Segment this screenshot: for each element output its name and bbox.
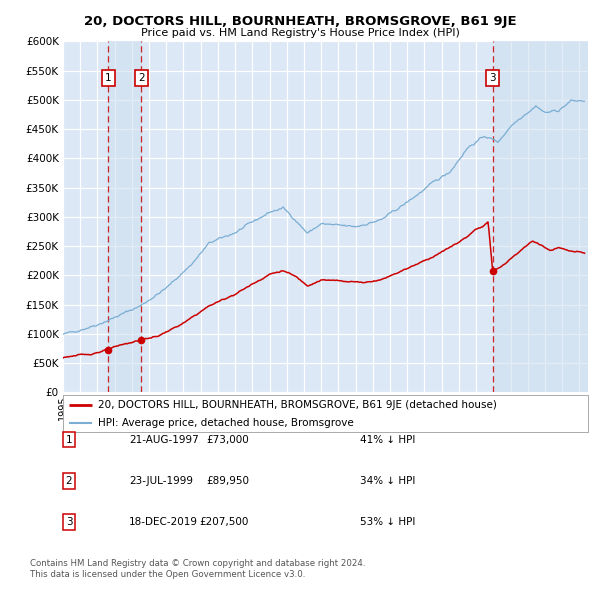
Bar — [493, 41, 588, 392]
Text: £207,500: £207,500 — [200, 517, 249, 527]
Text: 18-DEC-2019: 18-DEC-2019 — [129, 517, 198, 527]
Text: 34% ↓ HPI: 34% ↓ HPI — [360, 476, 415, 486]
Text: Price paid vs. HM Land Registry's House Price Index (HPI): Price paid vs. HM Land Registry's House … — [140, 28, 460, 38]
Text: Contains HM Land Registry data © Crown copyright and database right 2024.: Contains HM Land Registry data © Crown c… — [30, 559, 365, 568]
Text: £73,000: £73,000 — [206, 435, 249, 444]
Text: 3: 3 — [65, 517, 73, 527]
Text: 21-AUG-1997: 21-AUG-1997 — [129, 435, 199, 444]
Text: 20, DOCTORS HILL, BOURNHEATH, BROMSGROVE, B61 9JE: 20, DOCTORS HILL, BOURNHEATH, BROMSGROVE… — [83, 15, 517, 28]
Text: HPI: Average price, detached house, Bromsgrove: HPI: Average price, detached house, Brom… — [98, 418, 354, 428]
Text: 2: 2 — [138, 73, 145, 83]
Text: 53% ↓ HPI: 53% ↓ HPI — [360, 517, 415, 527]
Text: 1: 1 — [105, 73, 112, 83]
Text: 2: 2 — [65, 476, 73, 486]
Text: £89,950: £89,950 — [206, 476, 249, 486]
Text: 3: 3 — [490, 73, 496, 83]
Text: 1: 1 — [65, 435, 73, 444]
Text: 23-JUL-1999: 23-JUL-1999 — [129, 476, 193, 486]
Text: 20, DOCTORS HILL, BOURNHEATH, BROMSGROVE, B61 9JE (detached house): 20, DOCTORS HILL, BOURNHEATH, BROMSGROVE… — [98, 400, 497, 410]
Text: This data is licensed under the Open Government Licence v3.0.: This data is licensed under the Open Gov… — [30, 571, 305, 579]
Text: 41% ↓ HPI: 41% ↓ HPI — [360, 435, 415, 444]
Bar — [109, 41, 142, 392]
